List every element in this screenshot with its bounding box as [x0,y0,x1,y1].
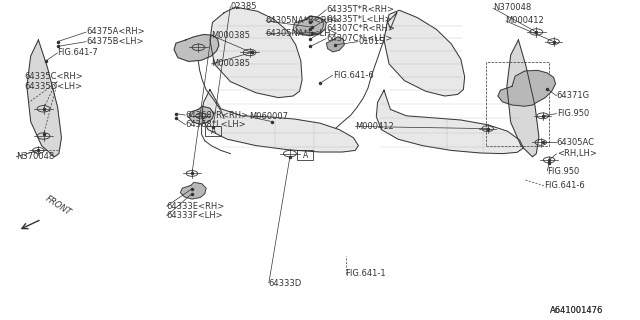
Text: 64335T*R<RH>: 64335T*R<RH> [326,5,394,14]
Text: 64305NA*L<LH>: 64305NA*L<LH> [266,29,338,38]
Polygon shape [180,182,206,199]
Text: 64305AC: 64305AC [557,138,595,147]
Text: N370048: N370048 [493,4,531,12]
Polygon shape [293,16,326,36]
Text: <RH,LH>: <RH,LH> [557,149,596,158]
Text: 64333E<RH>: 64333E<RH> [166,202,225,211]
Bar [297,150,314,160]
Text: 64307C*R<RH>: 64307C*R<RH> [326,24,396,33]
Text: 64368*R<RH>: 64368*R<RH> [186,111,249,120]
Text: 64335C<RH>: 64335C<RH> [24,72,83,81]
Text: FIG.641-6: FIG.641-6 [333,71,374,80]
Text: 64375A<RH>: 64375A<RH> [86,28,145,36]
Text: FRONT: FRONT [44,194,72,218]
Text: FIG.641-7: FIG.641-7 [58,48,99,57]
Text: 64375B<LH>: 64375B<LH> [86,37,144,46]
Bar [486,62,549,146]
Text: 64333D: 64333D [269,279,302,288]
Polygon shape [296,16,324,35]
Text: A641001476: A641001476 [550,306,604,315]
Text: A641001476: A641001476 [550,306,604,315]
Text: A: A [211,127,216,136]
Text: M000385: M000385 [211,60,250,68]
Polygon shape [384,10,465,96]
Text: FIG.641-6: FIG.641-6 [544,181,585,190]
Text: 64307C*L<LH>: 64307C*L<LH> [326,34,393,43]
Polygon shape [507,40,539,157]
Text: A: A [303,151,308,160]
Text: M000385: M000385 [211,31,250,40]
Polygon shape [189,106,214,124]
Text: 0101S: 0101S [358,37,385,46]
Bar [205,126,221,136]
Text: FIG.950: FIG.950 [557,109,589,118]
Polygon shape [376,90,524,154]
Polygon shape [210,7,302,98]
Polygon shape [326,37,344,52]
Text: N370048: N370048 [16,152,54,161]
Text: 64333F<LH>: 64333F<LH> [166,212,223,220]
Text: M000412: M000412 [506,16,545,25]
Text: 64335D<LH>: 64335D<LH> [24,82,83,91]
Text: 64335T*L<LH>: 64335T*L<LH> [326,15,392,24]
Polygon shape [27,40,61,157]
Text: FIG.641-1: FIG.641-1 [346,269,386,278]
Text: 02385: 02385 [230,2,257,11]
Polygon shape [202,90,358,152]
Text: M000412: M000412 [355,122,394,131]
Text: 64368*L<LH>: 64368*L<LH> [186,120,246,129]
Text: M060007: M060007 [250,112,289,121]
Text: 64371G: 64371G [557,92,590,100]
Text: 64305NA*R<RH>: 64305NA*R<RH> [266,16,340,25]
Polygon shape [498,70,556,106]
Text: FIG.950: FIG.950 [547,167,579,176]
Polygon shape [174,35,219,61]
